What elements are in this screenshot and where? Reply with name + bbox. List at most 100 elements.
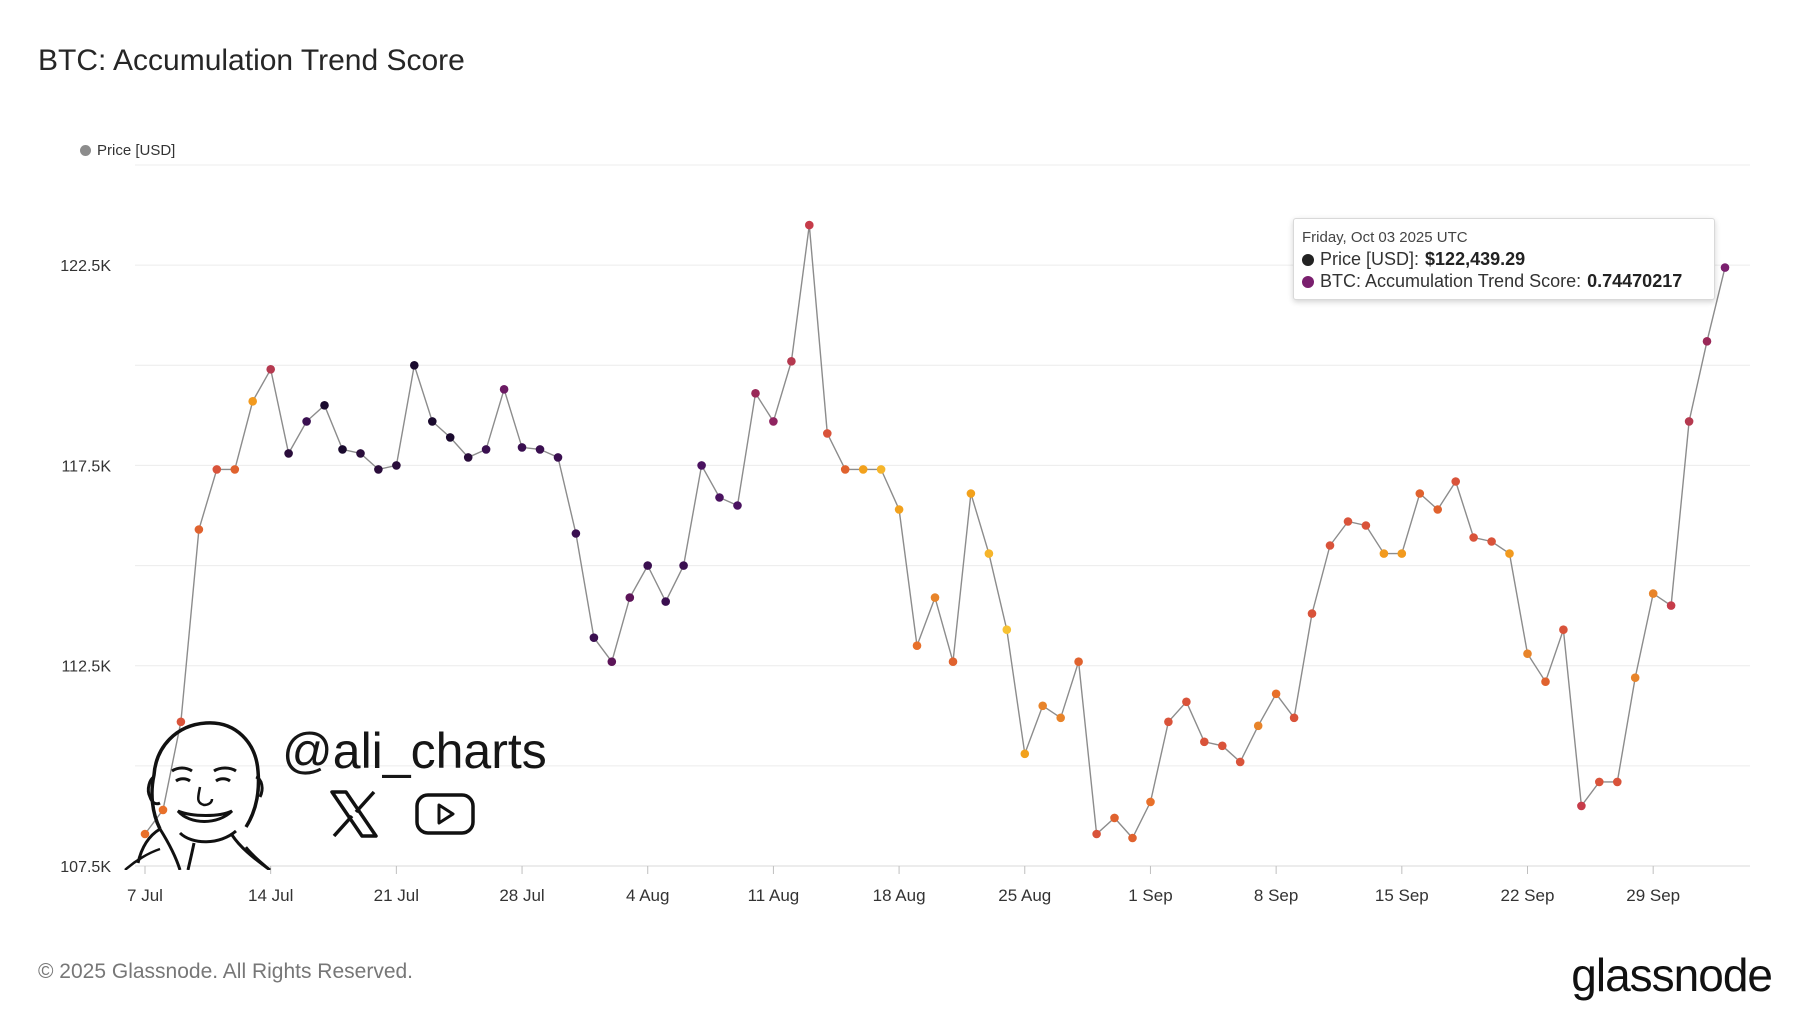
price-point [661,597,670,606]
price-point [1577,801,1586,811]
tooltip-score-label: BTC: Accumulation Trend Score: [1320,271,1582,291]
x-tick-label: 4 Aug [626,886,670,905]
price-point [1020,749,1030,759]
y-tick-label: 117.5K [61,458,111,475]
price-point [535,445,545,454]
data-tooltip: Friday, Oct 03 2025 UTC Price [USD]: $12… [1293,218,1715,300]
price-point [553,453,563,462]
x-tick-label: 7 Jul [127,886,163,905]
x-tick-label: 1 Sep [1128,886,1172,905]
price-point [1092,829,1101,839]
price-point [266,365,276,374]
price-point [1002,625,1012,634]
price-point [1289,713,1299,723]
price-point [1397,549,1407,558]
legend-label: Price [USD] [97,142,176,159]
price-point [392,461,401,470]
price-point [1559,625,1568,634]
y-tick-label: 107.5K [60,859,111,876]
price-point [374,465,383,474]
legend-dot-icon [80,145,91,156]
price-point [481,445,491,454]
tooltip-price-label: Price [USD]: [1320,249,1420,269]
price-point [966,489,976,498]
x-tick-label: 14 Jul [248,886,293,905]
price-point [1613,777,1622,787]
price-point [894,505,904,514]
price-point [1307,609,1317,618]
price-point [1325,541,1335,550]
price-point [1451,477,1460,486]
price-point [338,445,347,454]
price-point [1702,337,1712,346]
price-point [1684,417,1694,426]
x-tick-label: 25 Aug [998,886,1051,905]
price-point [517,443,527,452]
price-point [840,465,850,474]
price-point [984,549,994,558]
price-point [930,593,940,602]
price-point [1595,777,1604,787]
price-point [410,361,419,370]
y-axis-ticks: 107.5K 112.5K 117.5K 122.5K [60,258,111,876]
price-point [733,501,742,510]
chart-title: BTC: Accumulation Trend Score [38,44,465,77]
price-point [158,805,168,815]
price-point [1630,673,1640,682]
price-point [858,465,868,474]
x-logo-icon [330,790,378,838]
x-tick-label: 8 Sep [1254,886,1298,905]
price-point [1505,549,1514,558]
tooltip-score-dot-icon [1302,275,1314,288]
tooltip-score-row: BTC: Accumulation Trend Score: 0.7447021… [1302,271,1682,292]
grid-lines [135,164,1750,867]
youtube-logo-icon [415,793,475,835]
price-point [320,401,329,410]
price-point [1523,649,1532,658]
price-point [140,829,150,839]
price-point [1200,737,1209,747]
price-point [1218,741,1227,751]
price-point [1271,689,1281,699]
price-point [589,633,599,642]
price-point [607,657,617,666]
price-point [1415,489,1425,498]
price-point [284,449,293,458]
price-point [679,561,688,570]
x-axis-ticks: 7 Jul 14 Jul 21 Jul 28 Jul 4 Aug 11 Aug 18 Aug… [127,866,1680,905]
price-point [1235,757,1245,767]
price-point [356,449,365,458]
price-point [230,465,240,474]
price-point [823,429,832,438]
price-point [176,717,186,727]
price-point [1487,537,1496,546]
watermark-handle: @ali_charts [282,723,547,779]
price-point [948,657,958,666]
chart-legend[interactable]: Price [USD] [80,142,175,159]
tooltip-date: Friday, Oct 03 2025 UTC [1302,229,1468,246]
price-point [1648,589,1658,598]
x-tick-label: 15 Sep [1375,886,1429,905]
price-point [876,465,886,474]
x-tick-label: 22 Sep [1501,886,1555,905]
tooltip-price-value: $122,439.29 [1425,249,1526,269]
price-point [643,561,652,570]
brand-logo: glassnode [1571,949,1773,1001]
price-point [787,357,796,366]
price-point [1038,701,1047,711]
price-point [1433,505,1442,514]
x-tick-label: 28 Jul [499,886,544,905]
price-point [302,417,311,426]
price-point [1379,549,1389,558]
price-point [1253,721,1263,731]
avatar-sketch-icon [124,721,271,870]
price-point [445,433,455,442]
x-tick-label: 11 Aug [748,886,800,905]
price-chart[interactable]: 107.5K 112.5K 117.5K 122.5K 7 Jul 14 Jul 21 J… [0,0,1800,940]
price-point [1056,713,1065,723]
x-tick-label: 21 Jul [374,886,419,905]
price-point [1541,677,1550,686]
price-point [428,417,437,426]
copyright: © 2025 Glassnode. All Rights Reserved. [38,960,414,983]
price-point [805,220,814,230]
